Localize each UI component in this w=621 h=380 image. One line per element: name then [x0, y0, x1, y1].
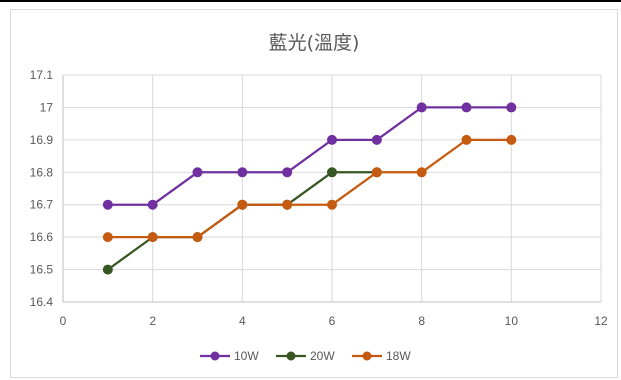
legend-label: 18W [386, 349, 411, 363]
data-point [371, 134, 382, 145]
x-tick-label: 4 [239, 314, 246, 328]
data-point [237, 199, 248, 210]
x-tick-label: 2 [149, 314, 156, 328]
chart-area: 藍光(溫度) 0 2 4 6 8 10 12 16.4 16.5 16.6 16.7 16.8 16.… [10, 9, 618, 378]
data-point [102, 264, 113, 275]
data-point [506, 102, 517, 113]
y-tick-label: 16.9 [30, 133, 54, 147]
data-point [461, 134, 472, 145]
data-point [282, 167, 293, 178]
legend-label: 20W [310, 349, 335, 363]
data-point [282, 199, 293, 210]
data-point [147, 199, 158, 210]
legend-marker [362, 351, 372, 361]
legend-marker [286, 351, 296, 361]
legend: 10W 20W 18W [200, 349, 411, 363]
data-point [102, 199, 113, 210]
y-tick-label: 16.4 [30, 295, 54, 309]
x-tick-label: 10 [505, 314, 519, 328]
data-point [506, 134, 517, 145]
y-tick-label: 16.8 [30, 165, 54, 179]
data-point [327, 199, 337, 210]
series-line [106, 138, 513, 239]
y-tick-labels: 16.4 16.5 16.6 16.7 16.8 16.9 17 17.1 [30, 68, 54, 309]
x-tick-label: 0 [60, 314, 67, 328]
data-point [416, 167, 427, 178]
series-lines [102, 102, 517, 275]
data-point [327, 134, 337, 145]
gridlines [62, 74, 602, 303]
x-tick-label: 12 [594, 314, 608, 328]
data-point [192, 167, 203, 178]
legend-label: 10W [234, 349, 259, 363]
axes [62, 75, 601, 303]
data-point [416, 102, 427, 113]
data-point [147, 232, 158, 243]
series-18W [102, 134, 517, 243]
data-point [102, 232, 113, 243]
y-tick-label: 16.7 [30, 198, 54, 212]
line-chart: 藍光(溫度) 0 2 4 6 8 10 12 16.416.516.616.716.816.… [30, 32, 608, 363]
legend-marker [210, 351, 220, 361]
y-tick-label: 17.1 [30, 68, 54, 82]
data-point [371, 167, 382, 178]
series-line [106, 106, 513, 206]
legend-item: 10W [200, 349, 259, 363]
x-tick-labels: 0 2 4 6 8 10 12 [60, 314, 608, 328]
series-10W [102, 102, 517, 210]
y-tick-label: 16.6 [30, 230, 54, 244]
chart-title: 藍光(溫度) [269, 32, 360, 54]
legend-item: 20W [276, 349, 335, 363]
data-point [192, 232, 203, 243]
data-point [327, 167, 337, 178]
data-point [461, 102, 472, 113]
x-tick-label: 8 [418, 314, 425, 328]
data-point [237, 167, 248, 178]
y-tick-label: 17 [40, 100, 54, 114]
x-tick-label: 6 [329, 314, 336, 328]
legend-item: 18W [352, 349, 411, 363]
y-tick-label: 16.5 [30, 263, 54, 277]
top-border-line [0, 0, 621, 2]
